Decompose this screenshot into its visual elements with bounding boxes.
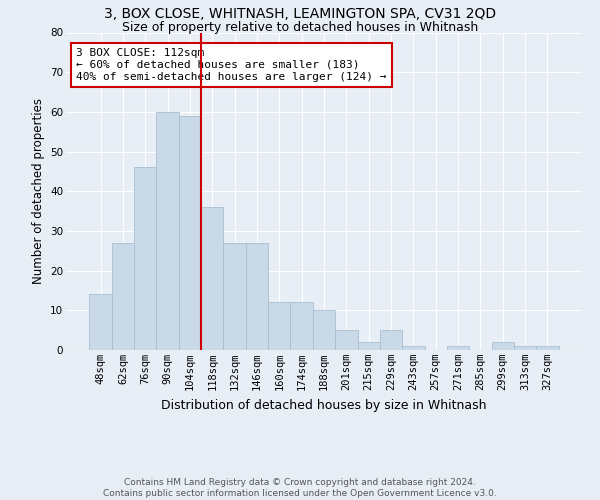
Bar <box>402 346 425 350</box>
Bar <box>179 116 201 350</box>
Text: Size of property relative to detached houses in Whitnash: Size of property relative to detached ho… <box>122 21 478 34</box>
Y-axis label: Number of detached properties: Number of detached properties <box>32 98 44 284</box>
Text: 3 BOX CLOSE: 112sqm
← 60% of detached houses are smaller (183)
40% of semi-detac: 3 BOX CLOSE: 112sqm ← 60% of detached ho… <box>76 48 387 82</box>
Bar <box>313 310 335 350</box>
Text: Contains HM Land Registry data © Crown copyright and database right 2024.
Contai: Contains HM Land Registry data © Crown c… <box>103 478 497 498</box>
Bar <box>157 112 179 350</box>
Bar <box>491 342 514 350</box>
X-axis label: Distribution of detached houses by size in Whitnash: Distribution of detached houses by size … <box>161 398 487 411</box>
Bar <box>380 330 402 350</box>
Bar <box>290 302 313 350</box>
Bar <box>335 330 358 350</box>
Bar <box>112 243 134 350</box>
Bar <box>358 342 380 350</box>
Bar <box>134 168 157 350</box>
Bar <box>447 346 469 350</box>
Bar <box>223 243 246 350</box>
Bar <box>89 294 112 350</box>
Bar <box>246 243 268 350</box>
Bar <box>536 346 559 350</box>
Text: 3, BOX CLOSE, WHITNASH, LEAMINGTON SPA, CV31 2QD: 3, BOX CLOSE, WHITNASH, LEAMINGTON SPA, … <box>104 8 496 22</box>
Bar <box>201 207 223 350</box>
Bar <box>514 346 536 350</box>
Bar <box>268 302 290 350</box>
